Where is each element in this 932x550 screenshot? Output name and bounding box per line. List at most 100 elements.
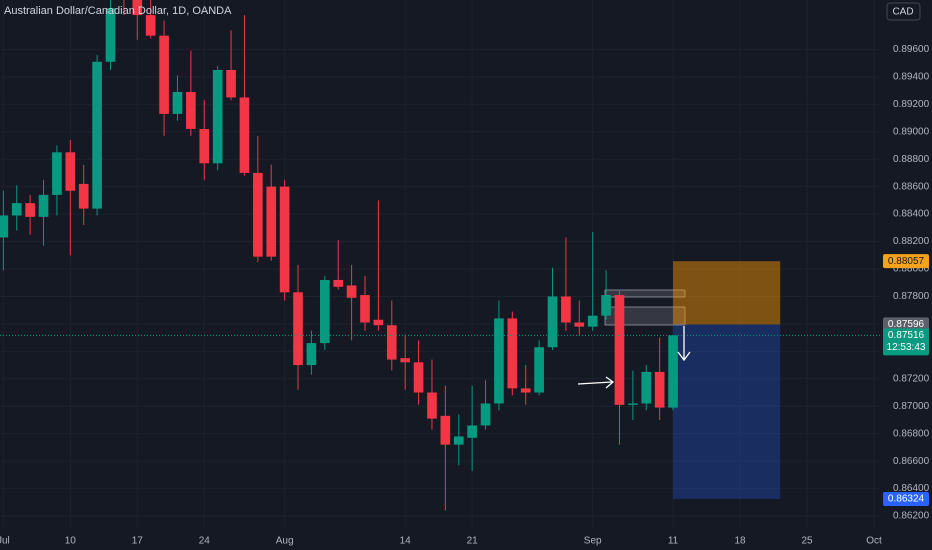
arrow-head: [605, 376, 615, 389]
candle-body: [587, 315, 598, 327]
x-tick-label: Jul: [0, 536, 10, 547]
x-tick-label: 25: [801, 536, 813, 547]
target-price-tag-bg: [883, 254, 929, 269]
target-price-tag: 0.88057: [888, 256, 925, 267]
candle-body: [253, 172, 263, 257]
y-tick-label: 0.88200: [893, 236, 930, 247]
y-tick-label: 0.86200: [893, 511, 930, 522]
candle-body: [373, 319, 384, 326]
candle-body: [172, 91, 183, 114]
y-tick-label: 0.89400: [893, 71, 930, 82]
arrow-head: [677, 351, 691, 362]
currency-button[interactable]: [886, 2, 921, 21]
last-price-tag: 0.87516: [888, 330, 925, 341]
x-tick-label: 24: [199, 536, 211, 547]
candle-body: [574, 322, 585, 327]
candle-body: [0, 215, 9, 238]
countdown: 12:53:43: [887, 342, 926, 353]
candle-body: [386, 325, 397, 360]
y-tick-label: 0.89000: [893, 126, 930, 137]
candle-body: [306, 343, 317, 366]
candle-body: [668, 335, 678, 408]
candle-body: [333, 279, 344, 287]
candle-body: [159, 35, 169, 114]
candle-body: [186, 91, 196, 130]
y-tick-label: 0.86400: [893, 483, 930, 494]
annotation-layer: [577, 326, 691, 389]
y-tick-label: 0.89600: [893, 44, 930, 55]
zone-box: [604, 306, 686, 326]
candle-body: [293, 292, 303, 366]
candle-body: [494, 318, 504, 404]
candle-body: [360, 295, 370, 323]
candle-body: [279, 186, 290, 293]
y-tick-label: 0.87000: [893, 401, 930, 412]
y-tick-label: 0.89200: [893, 99, 930, 110]
candle-body: [52, 152, 62, 195]
candle-body: [507, 318, 518, 389]
x-tick-label: 18: [734, 536, 746, 547]
stop-price-tag-bg: [883, 492, 929, 507]
candle-body: [601, 295, 611, 316]
arrow: [577, 381, 613, 385]
y-tick-label: 0.86600: [893, 456, 930, 467]
candle-body: [132, 0, 143, 16]
y-tick-label: 0.87200: [893, 373, 930, 384]
entry-price-tag-bg: [883, 317, 929, 332]
x-tick-label: 17: [132, 536, 144, 547]
candle-body: [319, 279, 330, 344]
candle-body: [38, 194, 49, 217]
currency-label[interactable]: CAD: [892, 7, 913, 18]
stop-price-tag: 0.86324: [888, 494, 925, 505]
candle-body: [654, 371, 665, 408]
candle-body: [266, 186, 277, 257]
x-tick-label: Aug: [276, 536, 294, 547]
candle-body: [346, 285, 357, 298]
x-tick-label: Oct: [866, 536, 882, 547]
candle-body: [413, 362, 424, 393]
chart-title: Australian Dollar/Canadian Dollar, 1D, O…: [4, 5, 232, 17]
position-stop-zone: [673, 324, 781, 500]
candle-body: [226, 69, 236, 98]
candle-body: [239, 97, 250, 173]
candle-body: [628, 403, 638, 405]
candle-body: [440, 415, 451, 445]
candle-body: [547, 296, 558, 348]
y-tick-label: 0.88000: [893, 264, 930, 275]
y-tick-label: 0.87800: [893, 291, 930, 302]
candle-body: [11, 203, 22, 216]
candle-body: [105, 8, 116, 62]
plot-area: [0, 0, 880, 511]
candle-body: [480, 403, 491, 426]
candle-body: [561, 296, 571, 323]
entry-price-tag: 0.87596: [888, 319, 925, 330]
x-tick-label: 21: [467, 536, 479, 547]
candle-body: [641, 371, 652, 404]
candle-body: [427, 392, 437, 419]
x-tick-label: 10: [65, 536, 77, 547]
y-tick-label: 0.88800: [893, 154, 930, 165]
x-tick-label: Sep: [584, 536, 602, 547]
candle-body: [145, 15, 156, 36]
last-price-tag-bg: [883, 328, 929, 356]
candle-body: [520, 388, 531, 393]
position-target-zone: [673, 261, 781, 325]
y-tick-label: 0.88400: [893, 209, 930, 220]
candle-body: [78, 183, 89, 209]
candle-body: [25, 203, 35, 217]
zone-box: [604, 289, 686, 298]
candle-body: [453, 436, 464, 445]
candle-body: [614, 295, 625, 405]
candle-body: [65, 152, 76, 191]
x-tick-label: 14: [400, 536, 412, 547]
candle-body: [212, 69, 223, 164]
y-tick-label: 0.86800: [893, 428, 930, 439]
candle-body: [400, 358, 410, 363]
candle-body: [467, 425, 477, 438]
